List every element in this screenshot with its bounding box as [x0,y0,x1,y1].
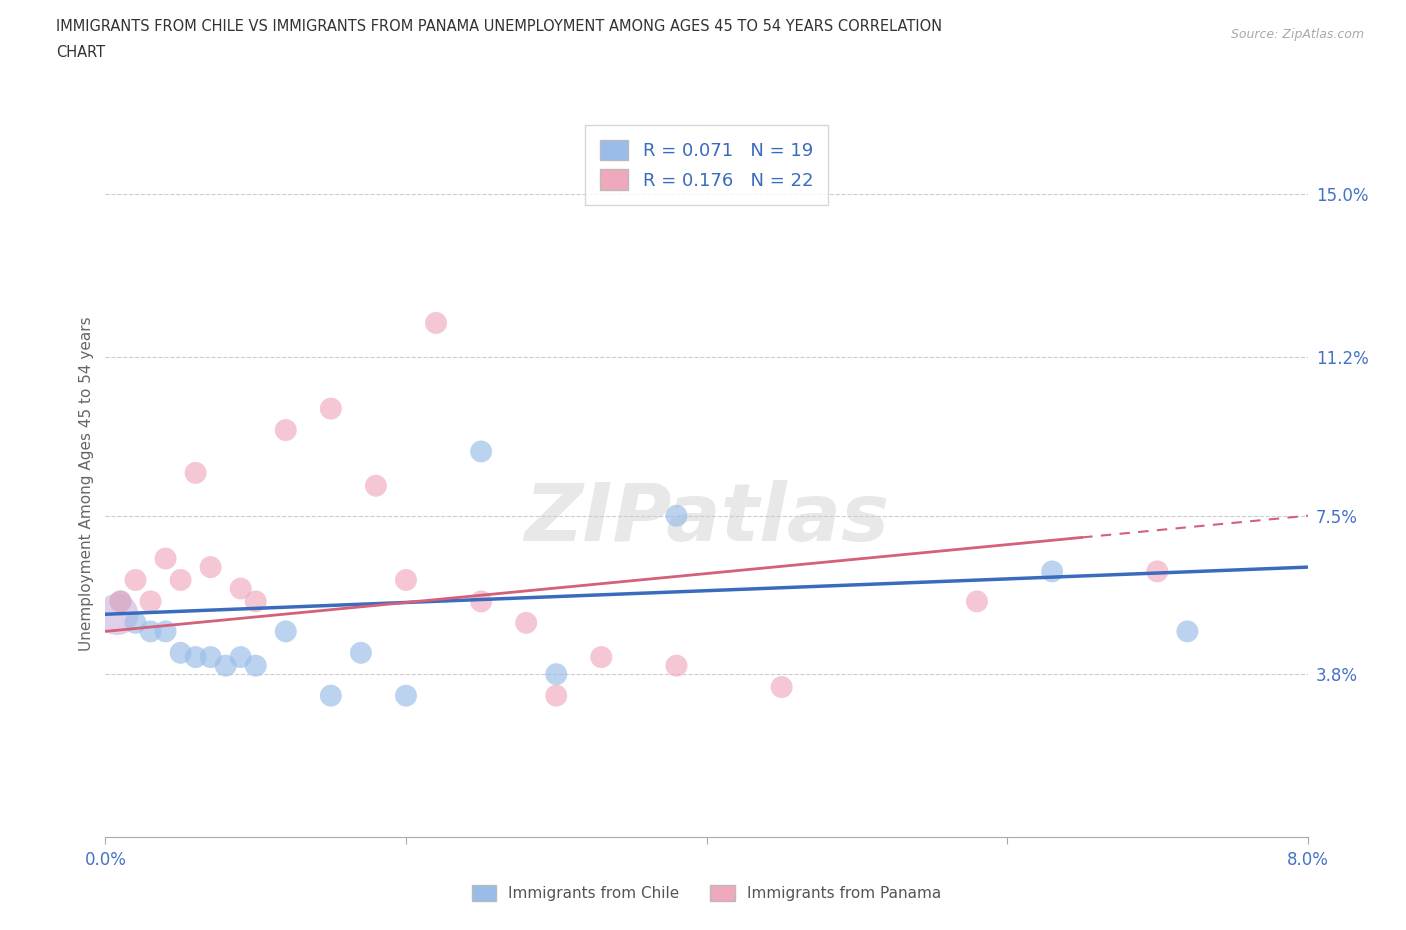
Point [274,422,297,437]
Point [1175,624,1198,639]
Text: Source: ZipAtlas.com: Source: ZipAtlas.com [1230,28,1364,41]
Point [591,650,613,665]
Y-axis label: Unemployment Among Ages 45 to 54 years: Unemployment Among Ages 45 to 54 years [79,316,94,651]
Point [169,573,191,588]
Point [1040,564,1063,578]
Point [319,401,342,416]
Text: CHART: CHART [56,45,105,60]
Point [245,594,267,609]
Point [966,594,988,609]
Point [470,594,492,609]
Point [124,616,146,631]
Point [200,560,222,575]
Point [229,581,252,596]
Point [200,650,222,665]
Text: ZIPatlas: ZIPatlas [524,480,889,558]
Point [665,509,688,524]
Point [124,573,146,588]
Text: IMMIGRANTS FROM CHILE VS IMMIGRANTS FROM PANAMA UNEMPLOYMENT AMONG AGES 45 TO 54: IMMIGRANTS FROM CHILE VS IMMIGRANTS FROM… [56,19,942,33]
Point [515,616,537,631]
Point [770,680,793,695]
Point [245,658,267,673]
Point [110,594,132,609]
Point [274,624,297,639]
Point [229,650,252,665]
Point [425,315,447,330]
Point [155,551,177,566]
Point [546,688,568,703]
Point [1146,564,1168,578]
Point [184,650,207,665]
Point [395,688,418,703]
Point [395,573,418,588]
Point [155,624,177,639]
Point [107,606,129,621]
Point [665,658,688,673]
Point [110,594,132,609]
Legend: Immigrants from Chile, Immigrants from Panama: Immigrants from Chile, Immigrants from P… [465,879,948,907]
Point [139,624,162,639]
Point [546,667,568,682]
Point [139,594,162,609]
Point [350,645,373,660]
Point [319,688,342,703]
Point [364,478,387,493]
Point [169,645,191,660]
Point [470,444,492,458]
Point [214,658,236,673]
Point [184,465,207,480]
